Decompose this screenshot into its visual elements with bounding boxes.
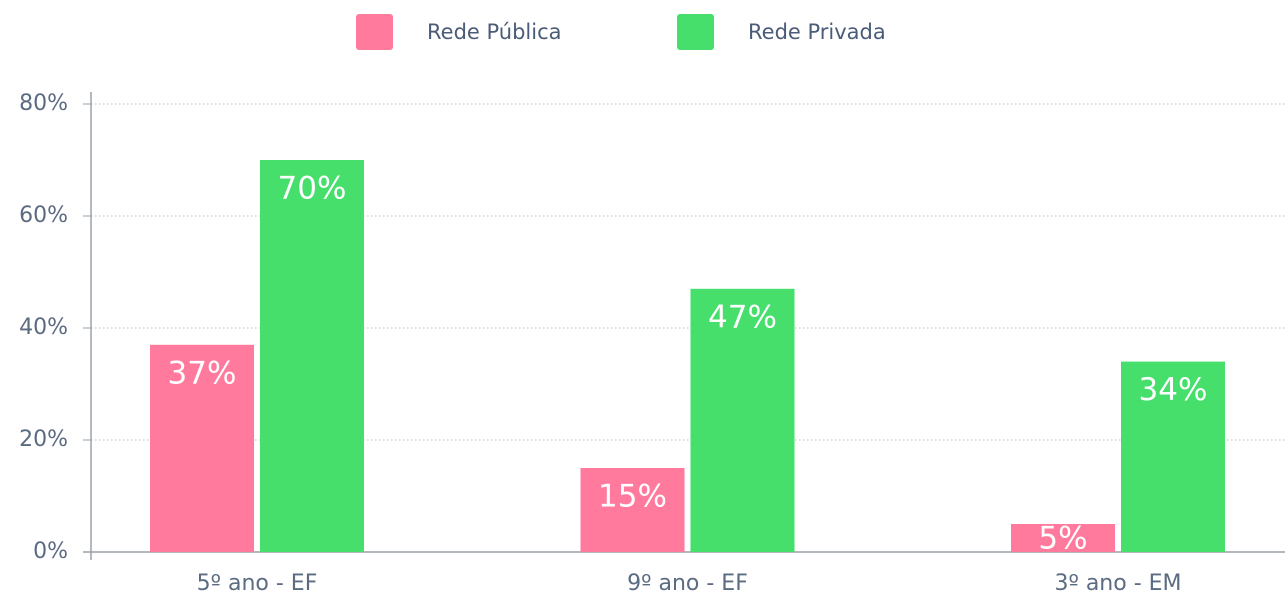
data-label: 34%	[1139, 372, 1208, 408]
bar	[690, 288, 795, 552]
bar	[1011, 524, 1115, 552]
x-tick-label: 3º ano - EM	[1054, 571, 1181, 596]
x-tick-label: 9º ano - EF	[627, 571, 748, 596]
legend-swatch	[677, 14, 714, 50]
data-label: 47%	[708, 299, 777, 335]
bar	[580, 468, 685, 552]
bar	[150, 344, 254, 552]
legend-label: Rede Privada	[748, 20, 886, 44]
data-label: 15%	[598, 479, 667, 515]
data-label: 70%	[278, 171, 347, 207]
y-tick-label: 0%	[33, 539, 68, 564]
y-tick-label: 40%	[19, 315, 68, 340]
y-tick-label: 60%	[19, 203, 68, 228]
y-tick-label: 80%	[19, 91, 68, 116]
legend-label: Rede Pública	[427, 20, 562, 44]
bar	[1121, 361, 1225, 552]
data-label: 37%	[168, 355, 237, 391]
data-label: 5%	[1038, 521, 1087, 557]
x-tick-label: 5º ano - EF	[197, 571, 318, 596]
bar	[260, 160, 364, 552]
y-tick-label: 20%	[19, 427, 68, 452]
legend-swatch	[356, 14, 393, 50]
